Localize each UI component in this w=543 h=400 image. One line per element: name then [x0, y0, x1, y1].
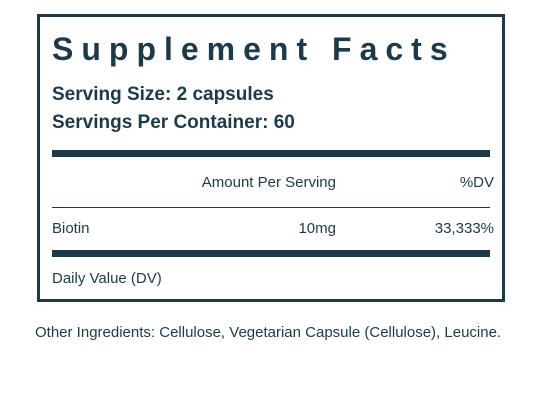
serving-size: Serving Size: 2 capsules — [52, 84, 274, 105]
nutrient-amount: 10mg — [298, 220, 336, 237]
dv-header: %DV — [459, 174, 494, 191]
thick-divider-top — [52, 150, 490, 157]
nutrient-dv: 33,333% — [434, 220, 494, 237]
daily-value-footnote: Daily Value (DV) — [52, 270, 162, 287]
amount-per-serving-header: Amount Per Serving — [201, 174, 336, 191]
supplement-facts-panel: Supplement Facts Serving Size: 2 capsule… — [37, 14, 505, 302]
thick-divider-bottom — [52, 250, 490, 257]
supplement-facts-title: Supplement Facts — [52, 31, 456, 67]
other-ingredients: Other Ingredients: Cellulose, Vegetarian… — [35, 324, 502, 341]
thin-divider — [52, 207, 490, 208]
nutrient-name: Biotin — [52, 220, 90, 237]
servings-per-container: Servings Per Container: 60 — [52, 112, 295, 133]
